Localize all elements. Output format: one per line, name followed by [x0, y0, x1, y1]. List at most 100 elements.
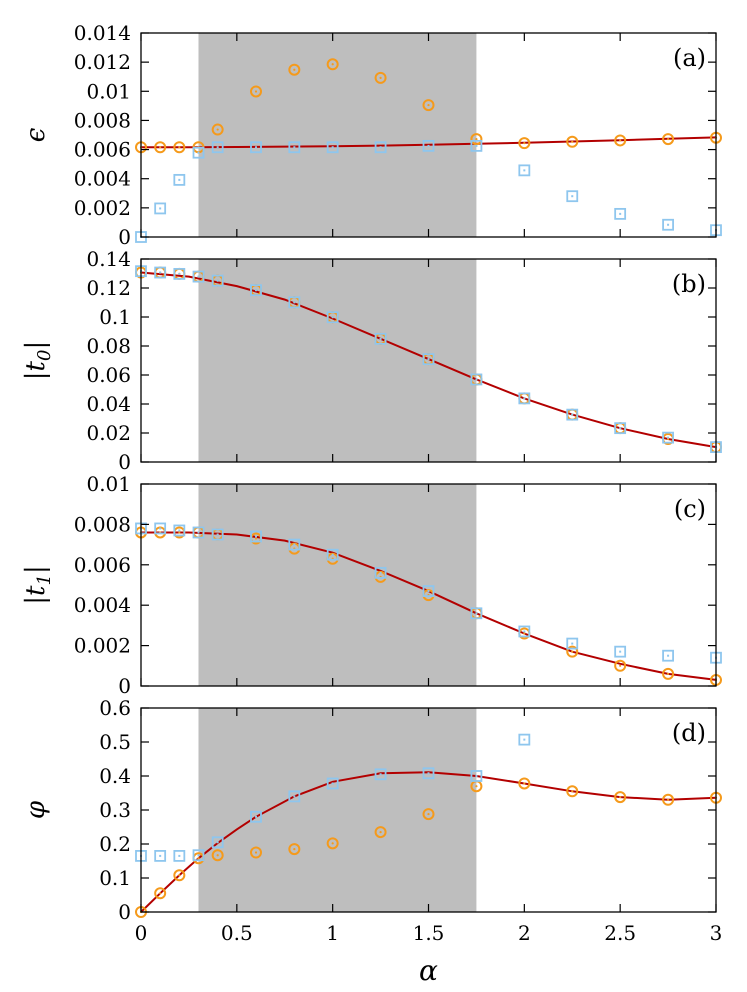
- data-point-circle-center: [571, 140, 574, 143]
- data-point-square-center: [255, 535, 257, 538]
- y-tick-label: 0.006: [74, 138, 131, 162]
- y-axis-label-main: |t: [21, 360, 51, 380]
- data-point-circle-center: [159, 892, 162, 895]
- data-point-square: [662, 649, 674, 662]
- data-point-circle: [211, 849, 224, 862]
- data-point-circle-center: [293, 68, 296, 71]
- data-point-circle-center: [666, 672, 670, 675]
- data-point-circle: [662, 667, 675, 680]
- panel-4: 0 0.1 0.2 0.3 0.4 0.5 0.6 0 0.5 1 1.5 2 2.5 3 (d) φ: [21, 696, 722, 945]
- data-point-circle-center: [178, 874, 181, 877]
- x-axis-label: α: [419, 954, 438, 987]
- data-point-square: [173, 173, 186, 186]
- data-point-circle-center: [331, 842, 334, 845]
- y-tick-label: 0.002: [74, 634, 131, 658]
- data-point-circle-center: [619, 139, 622, 142]
- data-point-square: [422, 585, 435, 597]
- y-tick-label: 0.1: [99, 305, 131, 329]
- data-point-circle: [374, 71, 387, 84]
- data-point-square: [422, 353, 435, 366]
- data-point-square-center: [159, 207, 162, 210]
- panel-2: 00.020.040.060.080.10.120.14(b)|t0|: [21, 247, 722, 474]
- data-point-circle: [326, 58, 339, 71]
- data-point-square: [518, 164, 531, 177]
- data-point-square-center: [178, 272, 181, 275]
- panel-label: (d): [672, 719, 706, 747]
- data-point-circle-center: [197, 857, 200, 860]
- data-point-square: [250, 530, 262, 543]
- data-point-circle-center: [331, 63, 334, 66]
- y-tick-label: 0.002: [74, 196, 131, 220]
- data-point-circle-center: [178, 146, 181, 149]
- y-axis-label-end: |: [21, 341, 51, 350]
- data-point-square-center: [216, 279, 219, 282]
- data-point-circle: [566, 645, 579, 658]
- data-point-circle-center: [475, 137, 478, 141]
- data-point-square-center: [255, 289, 257, 292]
- data-point-square: [192, 849, 205, 862]
- data-point-square-center: [159, 854, 162, 857]
- data-point-circle: [173, 869, 186, 882]
- data-point-circle: [614, 659, 627, 672]
- data-point-square-center: [379, 337, 382, 340]
- data-point-square: [614, 207, 627, 220]
- data-point-square-center: [571, 413, 574, 416]
- y-axis-label-subscript: 1: [34, 574, 55, 585]
- data-point-circle: [470, 133, 483, 146]
- y-tick-label: 0.02: [86, 421, 131, 445]
- data-point-circle-center: [178, 531, 181, 534]
- data-point-square: [614, 645, 627, 658]
- x-tick-label: 2.5: [604, 921, 636, 945]
- data-point-square: [566, 190, 579, 203]
- data-point-circle-center: [427, 103, 430, 107]
- data-point-square: [566, 408, 579, 421]
- data-point-circle: [288, 843, 301, 856]
- data-point-circle: [326, 837, 339, 850]
- data-point-square: [288, 790, 301, 803]
- data-point-square-center: [178, 529, 181, 532]
- x-tick-label: 1.5: [413, 921, 445, 945]
- y-tick-label: 0: [118, 674, 131, 698]
- data-point-square-center: [475, 378, 478, 381]
- panel-label: (a): [673, 44, 706, 72]
- data-point-square: [518, 392, 531, 405]
- data-point-square: [566, 637, 579, 650]
- y-tick-label: 0: [118, 225, 131, 249]
- x-tick-label: 3: [710, 921, 723, 945]
- data-point-square: [288, 296, 301, 309]
- data-point-square-center: [159, 527, 162, 530]
- data-point-square-center: [379, 571, 382, 574]
- y-axis-label: φ: [21, 800, 51, 819]
- data-point-square: [250, 141, 262, 154]
- data-point-square-center: [619, 427, 622, 430]
- y-tick-label: 0.14: [86, 247, 131, 271]
- data-point-square-center: [619, 212, 622, 215]
- data-point-square-center: [255, 815, 257, 818]
- data-point-square: [192, 146, 205, 159]
- y-axis-label-main: |t: [21, 585, 51, 605]
- data-point-square-center: [667, 654, 670, 657]
- data-point-square: [374, 332, 387, 345]
- y-tick-label: 0.008: [74, 108, 131, 132]
- data-point-square: [326, 777, 339, 790]
- data-point-square: [154, 266, 167, 279]
- data-point-circle: [173, 141, 186, 154]
- data-point-circle: [422, 808, 435, 821]
- data-point-circle-center: [254, 90, 258, 93]
- shaded-region: [198, 708, 477, 912]
- panel-label: (c): [674, 495, 706, 523]
- y-tick-label: 0.01: [86, 79, 131, 103]
- data-point-circle: [518, 137, 531, 150]
- y-tick-label: 0.12: [86, 276, 131, 300]
- y-tick-label: 0.08: [86, 334, 131, 358]
- data-point-square: [422, 139, 435, 152]
- data-point-square-center: [197, 275, 200, 278]
- data-point-square: [470, 607, 483, 620]
- data-point-circle-center: [216, 128, 219, 131]
- data-point-square: [470, 373, 483, 386]
- data-point-circle-center: [666, 798, 670, 801]
- data-point-circle: [154, 141, 167, 154]
- data-point-square: [211, 836, 224, 849]
- data-point-square-center: [178, 854, 181, 857]
